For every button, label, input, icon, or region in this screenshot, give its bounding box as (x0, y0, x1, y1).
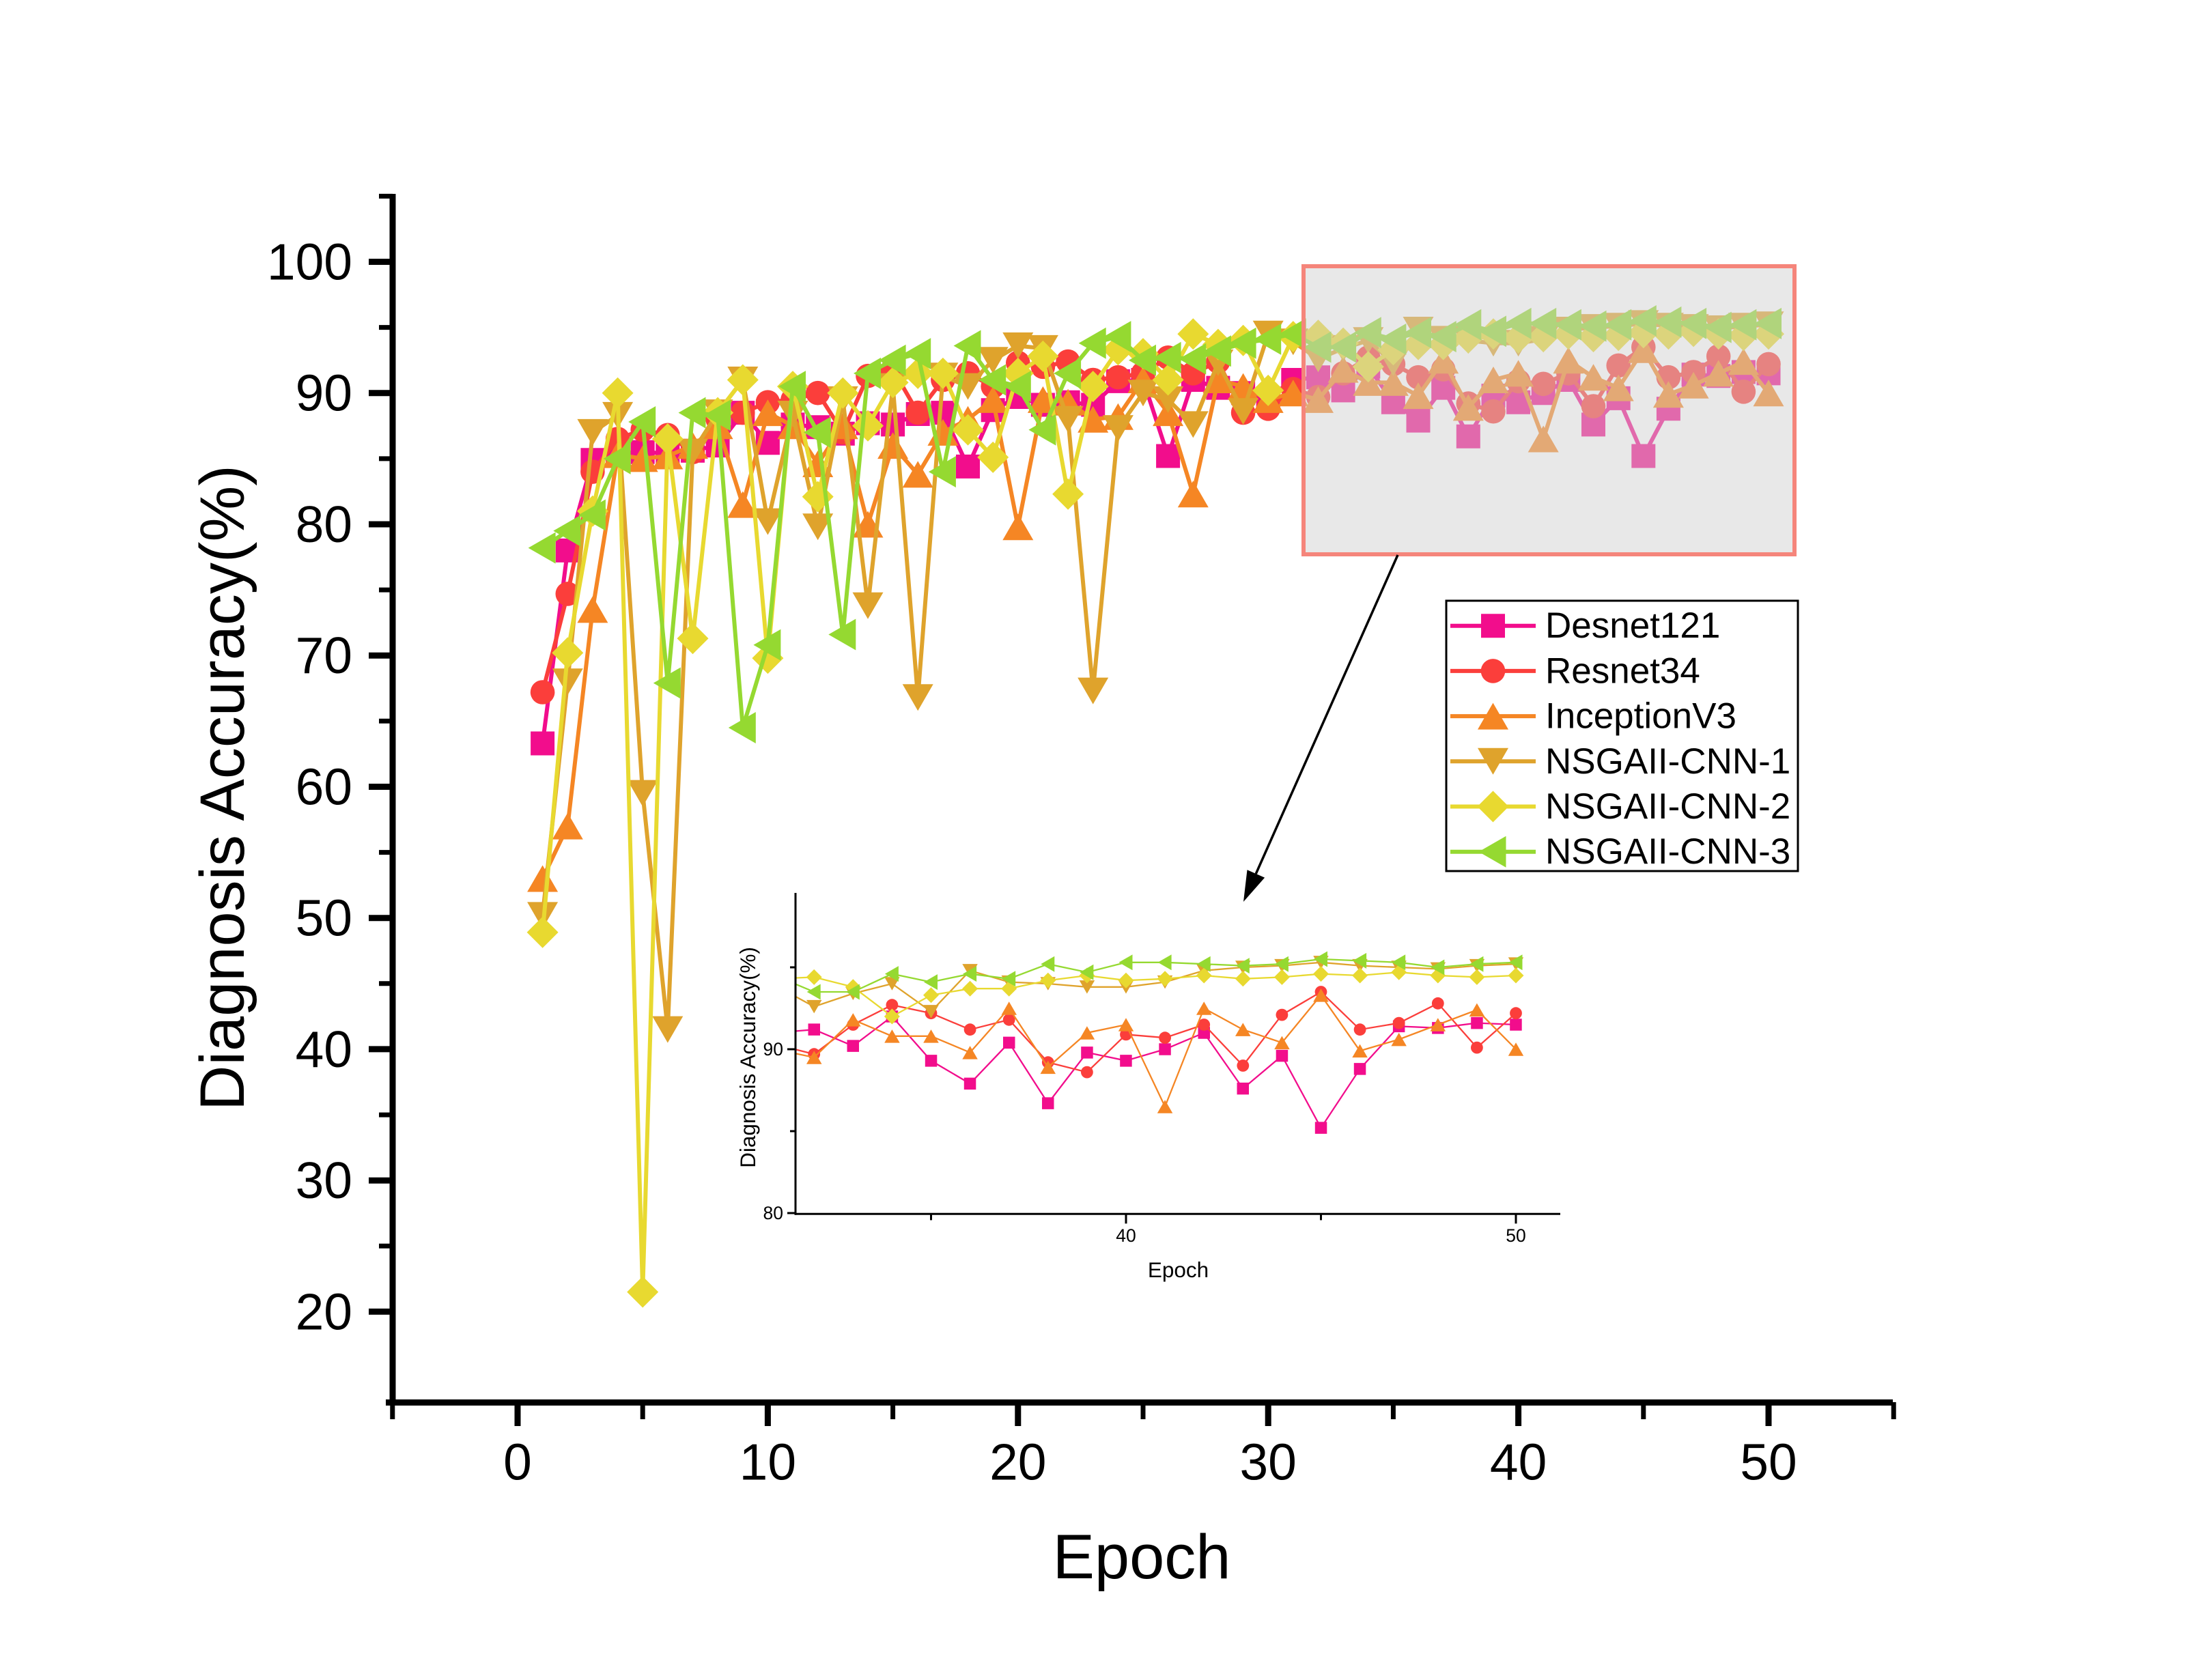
svg-text:NSGAII-CNN-2: NSGAII-CNN-2 (1545, 786, 1790, 827)
svg-text:80: 80 (296, 496, 352, 553)
svg-text:Epoch: Epoch (1053, 1522, 1231, 1592)
svg-text:20: 20 (296, 1283, 352, 1340)
svg-text:NSGAII-CNN-1: NSGAII-CNN-1 (1545, 741, 1790, 782)
svg-text:20: 20 (989, 1434, 1046, 1491)
svg-text:90: 90 (296, 365, 352, 422)
svg-text:10: 10 (740, 1434, 796, 1491)
svg-text:70: 70 (296, 627, 352, 684)
svg-text:Diagnosis Accuracy(%): Diagnosis Accuracy(%) (735, 947, 760, 1168)
svg-text:0: 0 (503, 1434, 532, 1491)
svg-text:90: 90 (763, 1039, 783, 1059)
svg-text:80: 80 (763, 1203, 783, 1223)
svg-text:50: 50 (1506, 1225, 1525, 1246)
svg-text:Diagnosis Accuracy(%): Diagnosis Accuracy(%) (188, 465, 257, 1111)
svg-text:Desnet121: Desnet121 (1545, 606, 1720, 646)
svg-text:Resnet34: Resnet34 (1545, 651, 1700, 691)
svg-text:100: 100 (267, 233, 352, 291)
svg-text:40: 40 (296, 1021, 352, 1078)
svg-text:40: 40 (1116, 1225, 1136, 1246)
svg-text:30: 30 (296, 1152, 352, 1209)
svg-text:InceptionV3: InceptionV3 (1545, 696, 1736, 737)
svg-text:50: 50 (1740, 1434, 1797, 1491)
svg-text:30: 30 (1239, 1434, 1296, 1491)
svg-text:40: 40 (1490, 1434, 1547, 1491)
svg-text:Epoch: Epoch (1148, 1257, 1209, 1282)
svg-text:60: 60 (296, 758, 352, 816)
svg-text:NSGAII-CNN-3: NSGAII-CNN-3 (1545, 831, 1790, 872)
svg-text:50: 50 (296, 889, 352, 947)
